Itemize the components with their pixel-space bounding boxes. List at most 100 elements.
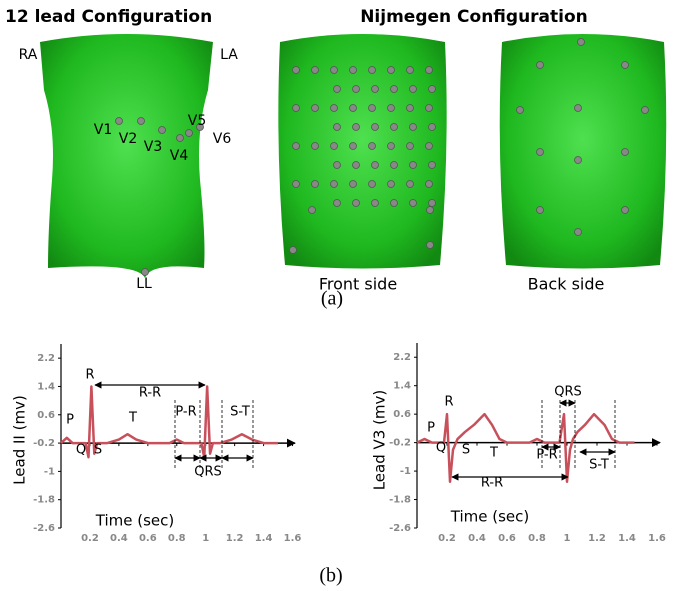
electrode — [406, 180, 414, 188]
x-tick-label: 0.8 — [168, 533, 186, 544]
x-tick-label: 0.6 — [139, 533, 157, 544]
y-tick-label: 2.2 — [37, 353, 55, 364]
view-label: Back side — [528, 275, 605, 294]
electrode — [406, 142, 414, 150]
y-tick-label: 0.6 — [37, 410, 55, 421]
electrode — [574, 104, 582, 112]
electrode — [390, 161, 398, 169]
y-tick-label: -2.6 — [33, 523, 55, 534]
electrode — [311, 180, 319, 188]
lead-label: RA — [19, 47, 38, 63]
y-tick-label: -0.2 — [33, 438, 55, 449]
electrode — [426, 206, 434, 214]
electrode — [368, 104, 376, 112]
electrode — [368, 142, 376, 150]
annotation: QRS — [554, 385, 582, 400]
electrode — [311, 142, 319, 150]
electrode — [137, 117, 145, 125]
electrode — [371, 161, 379, 169]
electrode — [409, 161, 417, 169]
annotation: QRS — [194, 465, 222, 480]
electrode — [406, 66, 414, 74]
electrode — [371, 85, 379, 93]
electrode — [387, 180, 395, 188]
electrode — [330, 66, 338, 74]
y-tick-label: -0.2 — [389, 438, 411, 449]
electrode — [330, 104, 338, 112]
electrode — [333, 85, 341, 93]
electrode — [641, 106, 649, 114]
x-tick-label: 1.6 — [648, 533, 666, 544]
x-tick-label: 1.2 — [588, 533, 606, 544]
lead-label: LA — [220, 47, 238, 63]
electrode — [516, 106, 524, 114]
annotation: P-R — [175, 405, 196, 420]
electrode — [577, 38, 585, 46]
electrode — [428, 85, 436, 93]
panel-a: 12 lead Configuration Nijmegen Configura… — [5, 7, 667, 310]
torso — [499, 34, 667, 269]
y-tick-label: 1.4 — [37, 381, 55, 392]
annotation: S — [462, 443, 470, 458]
x-tick-label: 1 — [202, 533, 209, 544]
x-axis-label: Time (sec) — [450, 508, 529, 526]
electrode — [371, 199, 379, 207]
electrode — [308, 206, 316, 214]
x-tick-label: 1.4 — [255, 533, 273, 544]
lead-label: V6 — [213, 131, 232, 147]
electrode — [349, 66, 357, 74]
electrode — [349, 180, 357, 188]
electrode — [289, 246, 297, 254]
electrode — [311, 66, 319, 74]
y-axis-label: Lead II (mv) — [11, 395, 29, 485]
ecg-line — [416, 412, 635, 483]
electrode — [333, 161, 341, 169]
panel-title: 12 lead Configuration — [5, 7, 212, 27]
annotation: R — [85, 368, 94, 383]
x-tick-label: 0.8 — [528, 533, 546, 544]
electrode — [409, 85, 417, 93]
electrode — [196, 123, 204, 131]
annotation: Q — [76, 443, 86, 458]
electrode — [621, 61, 629, 69]
electrode — [292, 142, 300, 150]
electrode — [185, 129, 193, 137]
electrode — [352, 123, 360, 131]
y-tick-label: 0.6 — [393, 409, 411, 420]
electrode — [141, 268, 149, 276]
electrode — [574, 228, 582, 236]
x-tick-label: 0.4 — [110, 533, 128, 544]
x-tick-label: 0.4 — [468, 533, 486, 544]
electrode — [368, 66, 376, 74]
electrode — [371, 123, 379, 131]
electrode — [387, 66, 395, 74]
electrode — [574, 156, 582, 164]
electrode — [352, 199, 360, 207]
panel-title: Nijmegen Configuration — [360, 7, 588, 27]
lead-label: V5 — [188, 113, 206, 129]
electrode — [621, 206, 629, 214]
y-tick-label: -1 — [400, 466, 411, 477]
electrode — [536, 206, 544, 214]
y-tick-label: 1.4 — [393, 381, 411, 392]
electrode — [387, 104, 395, 112]
annotation: P — [66, 413, 74, 428]
annotation: P — [427, 421, 435, 436]
electrode — [333, 123, 341, 131]
x-tick-label: 0.2 — [81, 533, 99, 544]
y-tick-label: 2.2 — [393, 352, 411, 363]
annotation: S-T — [230, 405, 250, 420]
y-tick-label: -1.8 — [33, 495, 55, 506]
electrode — [409, 123, 417, 131]
electrode — [428, 199, 436, 207]
y-axis-label: Lead V3 (mv) — [371, 390, 389, 491]
electrode — [390, 123, 398, 131]
electrode — [349, 142, 357, 150]
x-tick-label: 0.6 — [498, 533, 516, 544]
lead-label: V1 — [94, 122, 112, 138]
y-tick-label: -2.6 — [389, 523, 411, 534]
lead-label: LL — [136, 276, 152, 292]
lead-label: V3 — [144, 139, 162, 155]
electrode — [428, 123, 436, 131]
